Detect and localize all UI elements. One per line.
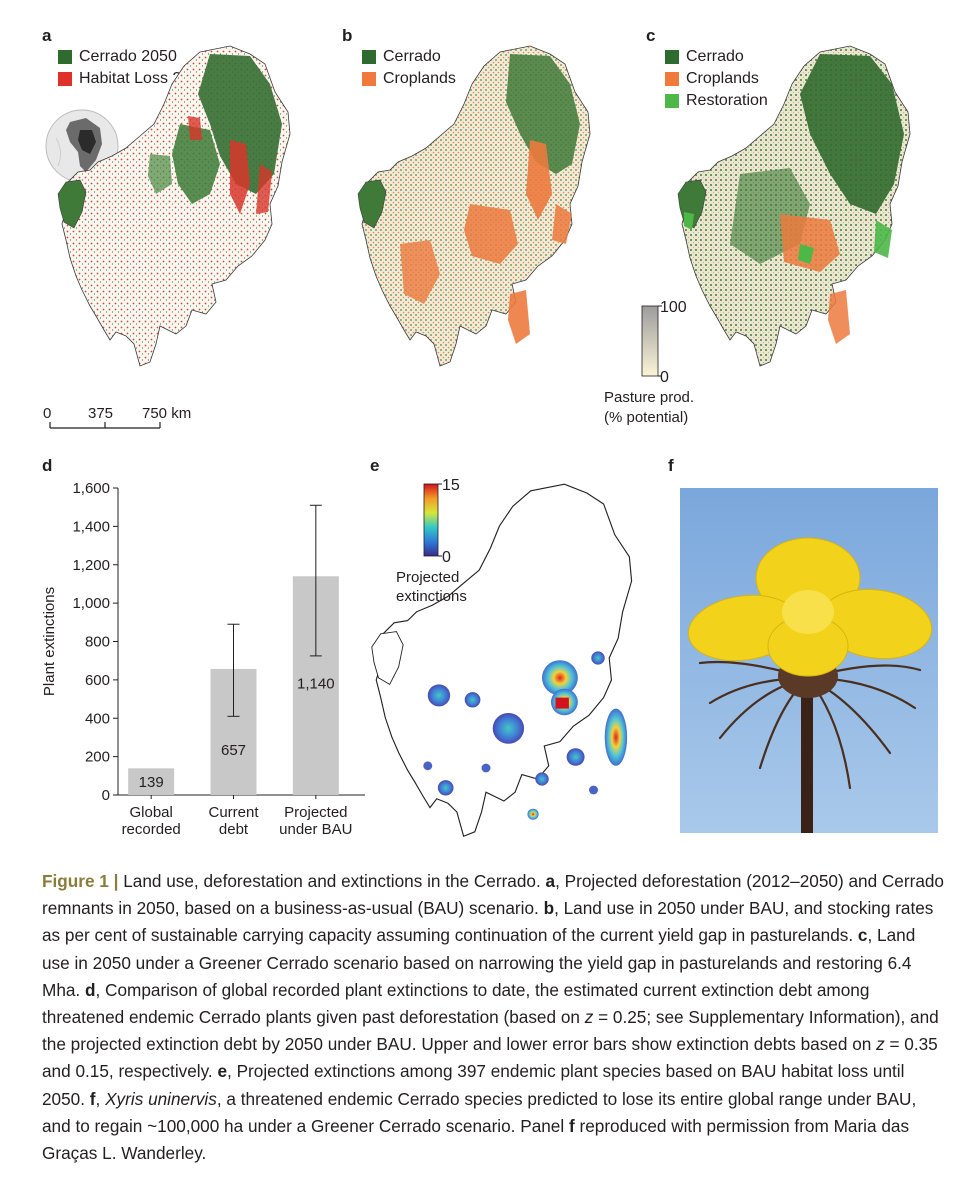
colorbar-max-label: 15 (442, 477, 460, 494)
legend-label: Cerrado 2050 (79, 48, 177, 65)
caption-text: , Projected extinctions among 397 endemi… (42, 1061, 905, 1109)
legend-swatch (362, 50, 376, 64)
xyris-flower-photo (680, 488, 938, 833)
data-label: 657 (221, 742, 246, 759)
caption-panel-ref: d (85, 979, 96, 1000)
legend-swatch (58, 50, 72, 64)
caption-panel-ref: b (543, 898, 555, 919)
panel-d-letter: d (42, 456, 53, 475)
x-tick-label: Global (129, 804, 172, 821)
chart-marks: 0 200 400 600 800 1,000 1,200 1,400 1,600 139 Glob… (72, 480, 365, 838)
caption-variable: z (876, 1034, 885, 1055)
legend-label: Croplands (686, 70, 759, 87)
legend-swatch (362, 72, 376, 86)
legend-item: Croplands (665, 68, 768, 90)
x-tick-label: debt (219, 821, 249, 838)
x-tick-label: Current (208, 804, 259, 821)
panel-b-legend: Cerrado Croplands (362, 46, 456, 90)
caption-species-name: Xyris uninervis (105, 1088, 217, 1109)
legend-item: Restoration (665, 90, 768, 112)
colorbar-min-label: 0 (660, 369, 669, 386)
colorbar-subtitle: extinctions (396, 588, 467, 605)
colorbar-min-label: 0 (442, 549, 451, 566)
colorbar-title: Pasture prod. (604, 389, 694, 406)
pasture-colorbar: 100 0 Pasture prod. (% potential) (604, 299, 694, 426)
x-tick-label: under BAU (279, 821, 352, 838)
map-a-deforestation (57, 45, 291, 367)
map-c-greener-cerrado (677, 45, 911, 367)
figure-caption: Figure 1 | Land use, deforestation and e… (42, 868, 947, 1167)
caption-text: , (95, 1088, 106, 1109)
legend-item: Cerrado 2050 (58, 46, 252, 68)
caption-text: , a threatened endemic Cerrado species p… (42, 1088, 917, 1136)
caption-text: = 0.25; see Supplementary Information), … (42, 1007, 939, 1055)
extinction-colorbar: 15 0 Projected extinctions (396, 477, 467, 605)
panel-b-letter: b (342, 26, 353, 45)
panel-f-letter: f (668, 456, 674, 475)
legend-item: Cerrado (665, 46, 768, 68)
caption-text: reproduced with permission from Maria da… (42, 1115, 910, 1164)
panel-a-letter: a (42, 26, 52, 45)
y-tick-label: 800 (85, 634, 110, 651)
y-tick-label: 200 (85, 749, 110, 766)
scale-bar: 0 375 750 km (43, 405, 191, 429)
panel-c-letter: c (646, 26, 656, 45)
data-label: 1,140 (297, 675, 335, 692)
map-e-projected-extinctions (371, 483, 633, 837)
colorbar-subtitle: (% potential) (604, 409, 688, 426)
x-tick-label: Projected (284, 804, 347, 821)
caption-text: , Land use in 2050 under a Greener Cerra… (42, 925, 916, 1000)
caption-text: Land use, deforestation and extinctions … (118, 871, 546, 891)
caption-panel-ref: f (89, 1088, 96, 1109)
legend-item: Croplands (362, 68, 456, 90)
chart-d-plant-extinctions: Plant extinctions 0 200 400 600 800 1,000 1,20… (41, 480, 365, 838)
y-tick-label: 1,000 (72, 595, 110, 612)
caption-text: , Land use in 2050 under BAU, and stocki… (42, 898, 934, 946)
legend-swatch (665, 94, 679, 108)
legend-label: Croplands (383, 70, 456, 87)
x-tick-label: recorded (122, 821, 181, 838)
colorbar-max-label: 100 (660, 299, 687, 316)
panel-c-legend: Cerrado Croplands Restoration (665, 46, 768, 112)
y-axis-label: Plant extinctions (41, 587, 58, 696)
bar (128, 768, 175, 795)
y-tick-label: 1,400 (72, 518, 110, 535)
y-tick-label: 1,200 (72, 557, 110, 574)
caption-panel-ref: c (857, 925, 868, 946)
scale-tick-label: 375 (88, 405, 113, 422)
caption-panel-ref: e (217, 1061, 228, 1082)
caption-variable: z (584, 1007, 594, 1028)
legend-label: Restoration (686, 92, 768, 109)
caption-text: , Comparison of global recorded plant ex… (42, 979, 870, 1028)
legend-swatch (58, 72, 72, 86)
data-label: 139 (139, 774, 164, 791)
caption-text: = 0.35 and 0.15, respectively. (42, 1034, 938, 1082)
caption-panel-ref: a (545, 871, 556, 891)
legend-swatch (665, 50, 679, 64)
y-tick-label: 1,600 (72, 480, 110, 497)
legend-label: Cerrado (383, 48, 441, 65)
legend-label: Cerrado (686, 48, 744, 65)
panel-e-letter: e (370, 456, 380, 475)
scale-tick-label: 0 (43, 405, 51, 422)
scale-tick-label: 750 km (142, 405, 191, 422)
y-tick-label: 600 (85, 672, 110, 689)
colorbar-title: Projected (396, 569, 459, 586)
y-tick-label: 0 (102, 787, 110, 804)
map-b-land-use-bau (357, 45, 591, 367)
caption-panel-ref: f (568, 1115, 575, 1136)
caption-text: , Projected deforestation (2012–2050) an… (42, 871, 944, 919)
figure-label: Figure 1 | (42, 871, 119, 891)
legend-item: Cerrado (362, 46, 456, 68)
y-tick-label: 400 (85, 710, 110, 727)
legend-swatch (665, 72, 679, 86)
